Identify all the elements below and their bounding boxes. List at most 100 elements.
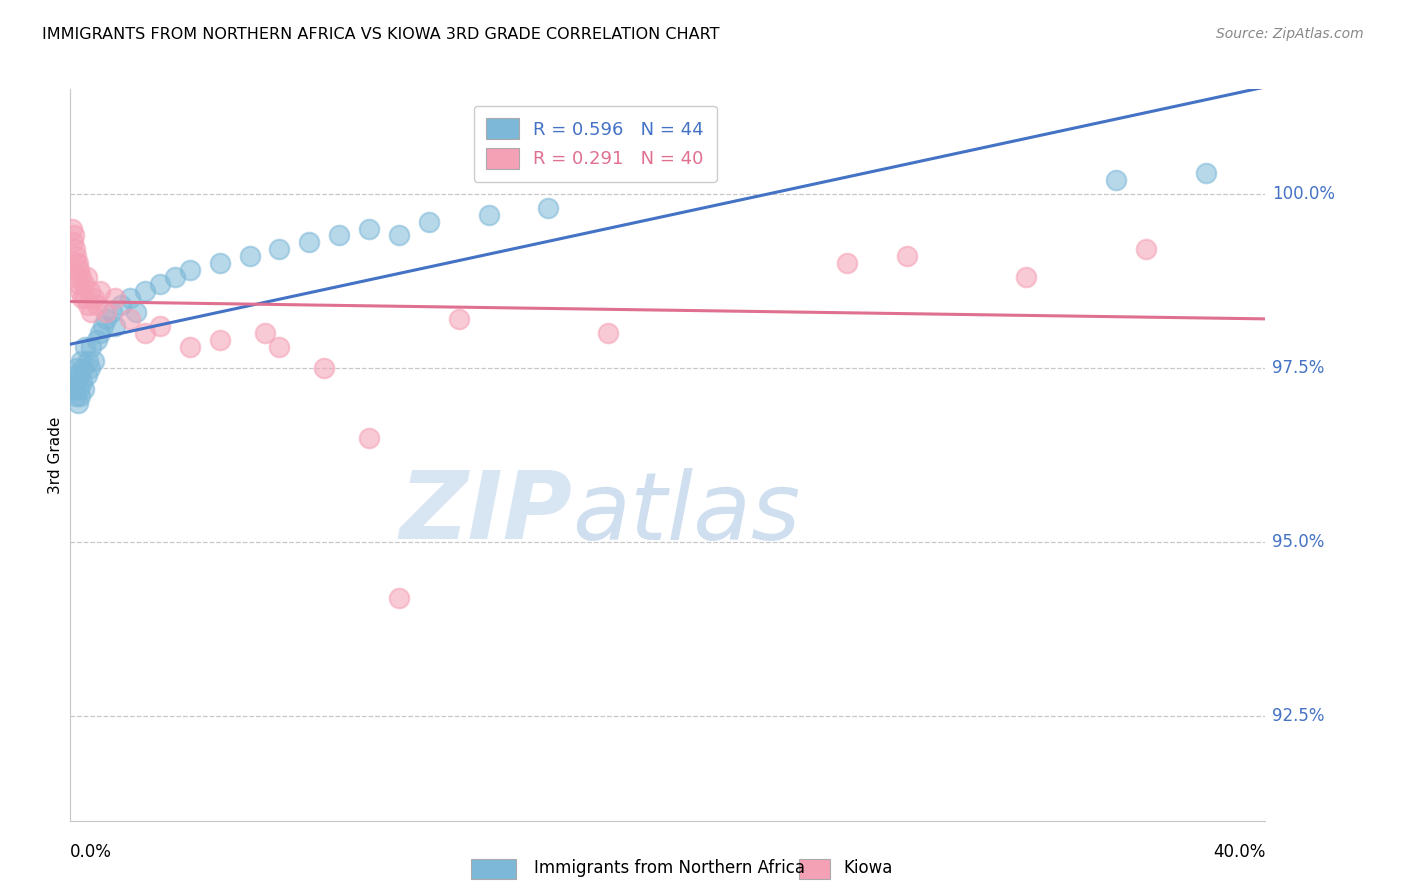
Text: 92.5%: 92.5% bbox=[1272, 707, 1324, 725]
Point bbox=[65, 249, 87, 263]
Point bbox=[1195, 166, 1218, 180]
Point bbox=[298, 235, 321, 250]
Point bbox=[70, 291, 93, 305]
Point bbox=[76, 368, 98, 382]
Point bbox=[447, 312, 470, 326]
Point bbox=[79, 360, 101, 375]
Point bbox=[69, 270, 91, 285]
Point bbox=[179, 263, 201, 277]
Point bbox=[75, 340, 97, 354]
Point bbox=[83, 354, 105, 368]
Point bbox=[149, 277, 172, 292]
Point bbox=[69, 389, 91, 403]
Point bbox=[76, 270, 98, 285]
Point bbox=[73, 277, 96, 292]
Point bbox=[77, 354, 100, 368]
Point bbox=[66, 256, 89, 270]
Point bbox=[359, 221, 381, 235]
Point bbox=[328, 228, 350, 243]
Point bbox=[134, 326, 156, 340]
Point bbox=[120, 291, 141, 305]
Point bbox=[537, 201, 560, 215]
Point bbox=[598, 326, 620, 340]
Point bbox=[179, 340, 201, 354]
Text: 40.0%: 40.0% bbox=[1213, 843, 1265, 861]
Point bbox=[388, 228, 411, 243]
Point bbox=[67, 277, 90, 292]
Point bbox=[66, 270, 89, 285]
Text: atlas: atlas bbox=[572, 468, 800, 559]
Point bbox=[91, 319, 114, 334]
Text: ZIP: ZIP bbox=[399, 467, 572, 559]
Text: 0.0%: 0.0% bbox=[70, 843, 112, 861]
Point bbox=[149, 319, 172, 334]
Point bbox=[67, 368, 90, 382]
Point bbox=[73, 382, 96, 396]
Point bbox=[89, 326, 111, 340]
Point bbox=[80, 305, 103, 319]
Text: Source: ZipAtlas.com: Source: ZipAtlas.com bbox=[1216, 27, 1364, 41]
Point bbox=[104, 319, 127, 334]
Bar bbox=[471, 859, 516, 879]
Point bbox=[104, 291, 127, 305]
Point bbox=[63, 228, 86, 243]
Point bbox=[269, 243, 291, 257]
Point bbox=[101, 305, 124, 319]
Point bbox=[1105, 173, 1128, 187]
Point bbox=[70, 375, 93, 389]
Point bbox=[96, 312, 117, 326]
Text: Kiowa: Kiowa bbox=[844, 859, 893, 877]
Text: 95.0%: 95.0% bbox=[1272, 533, 1324, 551]
Point bbox=[86, 298, 108, 312]
Point bbox=[80, 340, 103, 354]
Point bbox=[110, 298, 132, 312]
Point bbox=[896, 249, 918, 263]
Legend: R = 0.596   N = 44, R = 0.291   N = 40: R = 0.596 N = 44, R = 0.291 N = 40 bbox=[474, 105, 717, 182]
Point bbox=[359, 430, 381, 444]
Point bbox=[69, 284, 91, 298]
Point bbox=[62, 382, 84, 396]
Y-axis label: 3rd Grade: 3rd Grade bbox=[48, 417, 63, 493]
Point bbox=[66, 360, 89, 375]
Point bbox=[86, 333, 108, 347]
Point bbox=[478, 208, 501, 222]
Point bbox=[60, 221, 83, 235]
Point bbox=[208, 333, 231, 347]
Point bbox=[208, 256, 231, 270]
Bar bbox=[799, 859, 830, 879]
Point bbox=[69, 354, 91, 368]
Point bbox=[418, 214, 440, 228]
Point bbox=[63, 368, 86, 382]
Point bbox=[388, 591, 411, 605]
Point bbox=[66, 395, 89, 409]
Point bbox=[63, 243, 86, 257]
Point bbox=[75, 291, 97, 305]
Point bbox=[67, 382, 90, 396]
Point bbox=[77, 298, 100, 312]
Text: Immigrants from Northern Africa: Immigrants from Northern Africa bbox=[534, 859, 806, 877]
Point bbox=[67, 263, 90, 277]
Point bbox=[269, 340, 291, 354]
Point bbox=[65, 256, 87, 270]
Point bbox=[314, 360, 336, 375]
Point bbox=[65, 375, 87, 389]
Point bbox=[65, 389, 87, 403]
Text: 100.0%: 100.0% bbox=[1272, 185, 1336, 202]
Point bbox=[96, 305, 117, 319]
Point bbox=[1135, 243, 1157, 257]
Point bbox=[253, 326, 276, 340]
Point bbox=[83, 291, 105, 305]
Point bbox=[1015, 270, 1038, 285]
Point bbox=[239, 249, 262, 263]
Point bbox=[89, 284, 111, 298]
Point bbox=[79, 284, 101, 298]
Point bbox=[837, 256, 859, 270]
Point bbox=[72, 360, 94, 375]
Point bbox=[62, 235, 84, 250]
Point bbox=[134, 284, 156, 298]
Text: 97.5%: 97.5% bbox=[1272, 359, 1324, 376]
Point bbox=[163, 270, 186, 285]
Point bbox=[125, 305, 148, 319]
Text: IMMIGRANTS FROM NORTHERN AFRICA VS KIOWA 3RD GRADE CORRELATION CHART: IMMIGRANTS FROM NORTHERN AFRICA VS KIOWA… bbox=[42, 27, 720, 42]
Point bbox=[120, 312, 141, 326]
